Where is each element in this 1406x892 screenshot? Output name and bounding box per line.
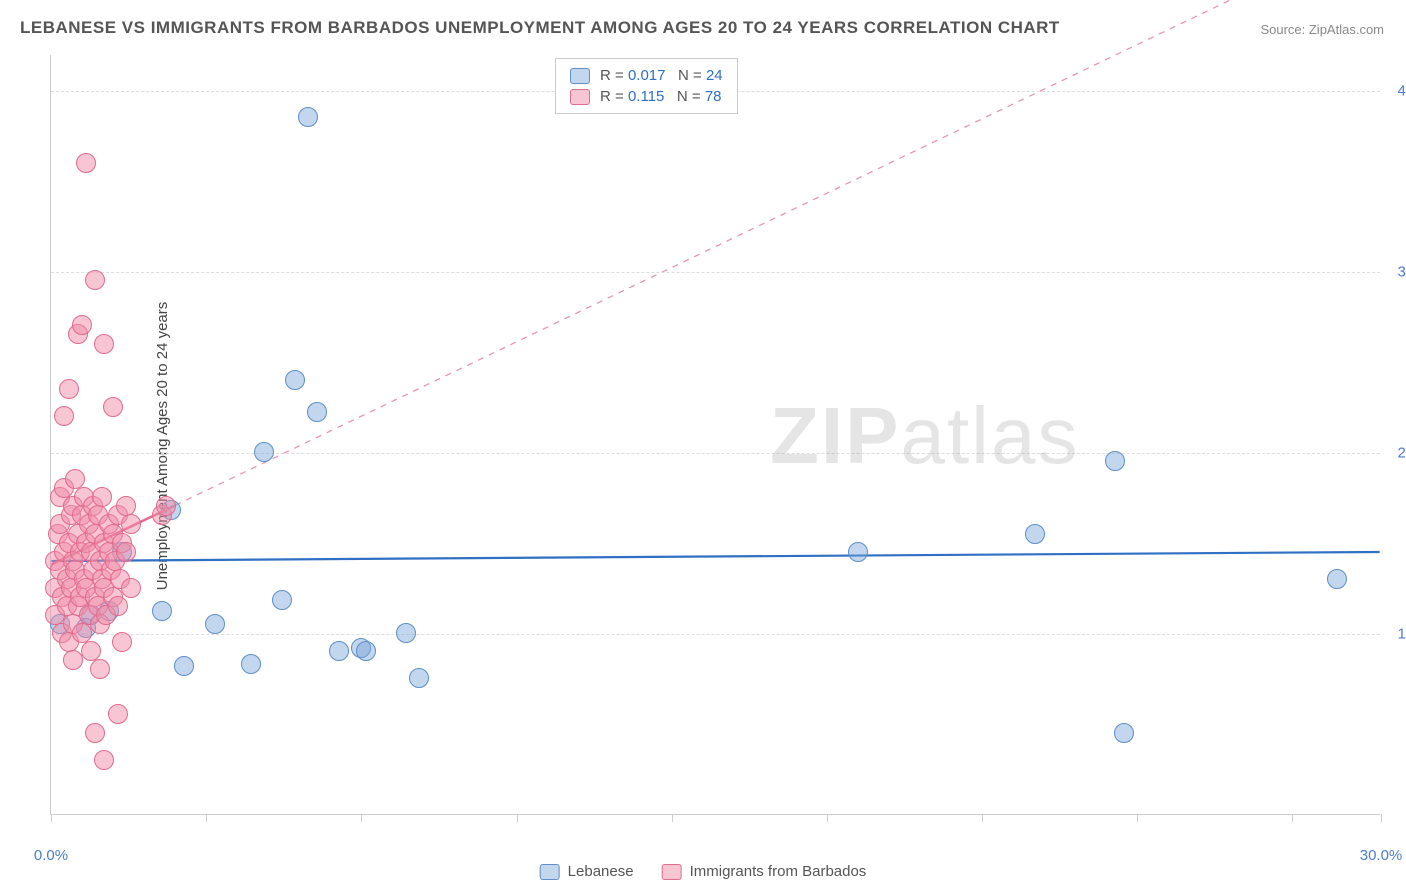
data-point (272, 590, 292, 610)
data-point (112, 632, 132, 652)
y-tick-label: 20.0% (1385, 445, 1406, 462)
data-point (85, 723, 105, 743)
chart-title: LEBANESE VS IMMIGRANTS FROM BARBADOS UNE… (20, 18, 1060, 38)
data-point (285, 370, 305, 390)
source-label: Source: ZipAtlas.com (1260, 22, 1384, 37)
gridline (51, 272, 1380, 273)
legend-swatch (570, 89, 590, 105)
legend-row: R = 0.115 N = 78 (570, 86, 723, 107)
x-tick (51, 814, 52, 822)
data-point (76, 153, 96, 173)
data-point (59, 379, 79, 399)
x-tick (361, 814, 362, 822)
data-point (307, 402, 327, 422)
data-point (108, 596, 128, 616)
data-point (65, 469, 85, 489)
legend-swatch (662, 864, 682, 880)
data-point (81, 641, 101, 661)
data-point (94, 750, 114, 770)
gridline (51, 453, 1380, 454)
data-point (116, 496, 136, 516)
data-point (174, 656, 194, 676)
legend-r: R = 0.017 N = 24 (600, 67, 723, 84)
series-legend: Lebanese Immigrants from Barbados (540, 863, 867, 880)
data-point (254, 442, 274, 462)
x-tick (982, 814, 983, 822)
data-point (103, 397, 123, 417)
y-tick-label: 10.0% (1385, 626, 1406, 643)
x-tick (206, 814, 207, 822)
data-point (1327, 569, 1347, 589)
x-tick-label: 30.0% (1360, 847, 1403, 864)
data-point (156, 496, 176, 516)
legend-r: R = 0.115 N = 78 (600, 88, 722, 105)
data-point (1114, 723, 1134, 743)
legend-label: Lebanese (568, 863, 634, 880)
correlation-legend: R = 0.017 N = 24 R = 0.115 N = 78 (555, 58, 738, 114)
x-tick-label: 0.0% (34, 847, 68, 864)
legend-item: Lebanese (540, 863, 634, 880)
data-point (396, 623, 416, 643)
x-tick (517, 814, 518, 822)
data-point (152, 601, 172, 621)
legend-swatch (570, 68, 590, 84)
legend-label: Immigrants from Barbados (690, 863, 867, 880)
plot-area: 10.0%20.0%30.0%40.0%0.0%30.0% (50, 55, 1380, 815)
data-point (409, 668, 429, 688)
legend-row: R = 0.017 N = 24 (570, 65, 723, 86)
x-tick (1292, 814, 1293, 822)
data-point (94, 334, 114, 354)
x-tick (1137, 814, 1138, 822)
legend-item: Immigrants from Barbados (662, 863, 867, 880)
data-point (92, 487, 112, 507)
data-point (72, 315, 92, 335)
data-point (298, 107, 318, 127)
data-point (356, 641, 376, 661)
y-tick-label: 30.0% (1385, 264, 1406, 281)
data-point (1105, 451, 1125, 471)
data-point (241, 654, 261, 674)
y-tick-label: 40.0% (1385, 83, 1406, 100)
data-point (85, 270, 105, 290)
data-point (848, 542, 868, 562)
x-tick (827, 814, 828, 822)
data-point (121, 514, 141, 534)
legend-swatch (540, 864, 560, 880)
trendlines-svg (51, 55, 1380, 814)
data-point (54, 406, 74, 426)
data-point (90, 659, 110, 679)
data-point (121, 578, 141, 598)
gridline (51, 634, 1380, 635)
data-point (329, 641, 349, 661)
x-tick (1381, 814, 1382, 822)
x-tick (672, 814, 673, 822)
data-point (63, 650, 83, 670)
data-point (108, 704, 128, 724)
data-point (205, 614, 225, 634)
data-point (1025, 524, 1045, 544)
data-point (116, 542, 136, 562)
